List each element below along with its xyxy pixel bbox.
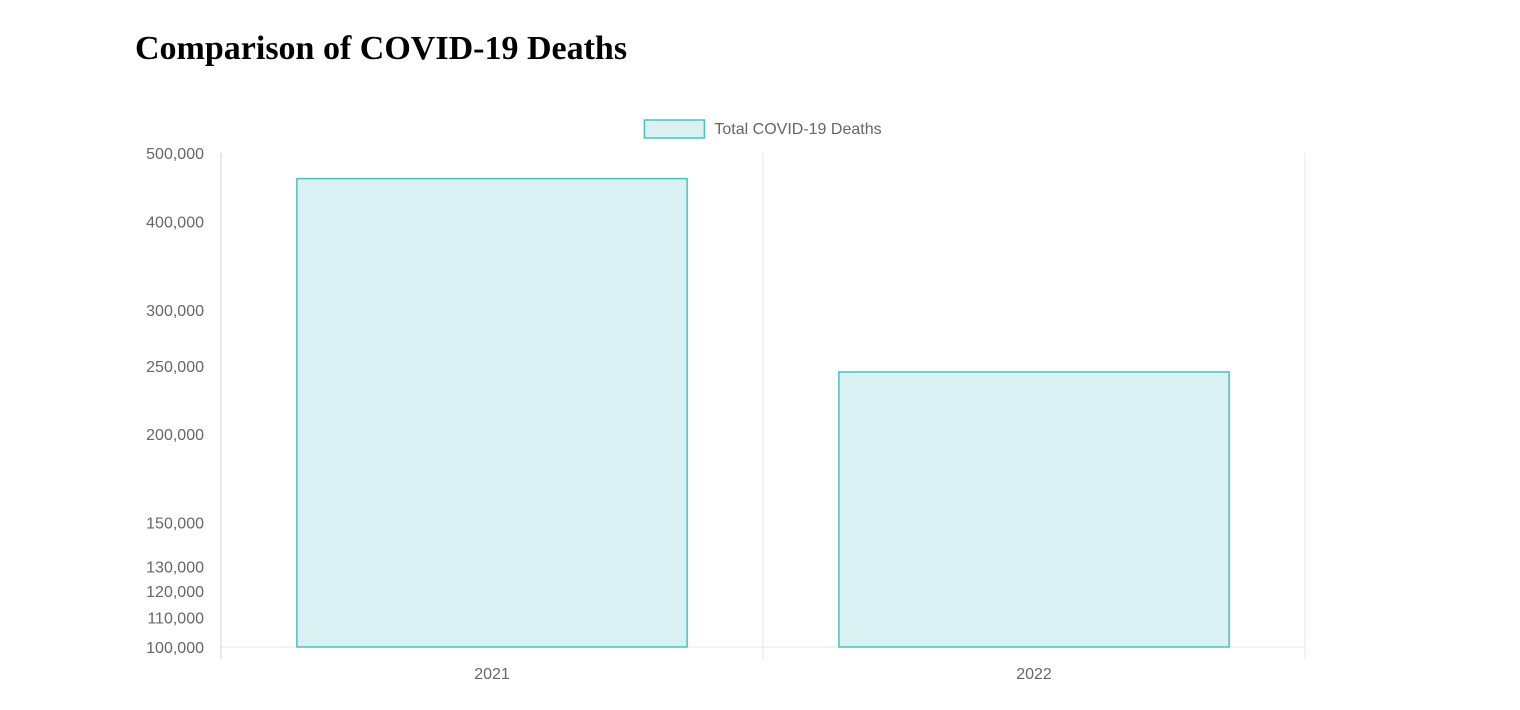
y-tick-label: 400,000 — [146, 214, 204, 231]
x-axis: 2021 2022 — [474, 666, 1052, 683]
legend-swatch — [643, 119, 706, 139]
y-tick-label: 150,000 — [146, 516, 204, 533]
y-tick-label: 130,000 — [146, 559, 204, 576]
y-axis: 100,000 110,000 120,000 130,000 150,000 200,0… — [146, 146, 204, 657]
y-tick-label: 110,000 — [147, 611, 204, 628]
y-tick-label: 200,000 — [146, 427, 204, 444]
y-tick-label: 300,000 — [146, 303, 204, 320]
y-tick-label: 100,000 — [146, 640, 204, 657]
bar-2021[interactable] — [296, 177, 688, 648]
x-tick-label: 2021 — [474, 666, 510, 683]
y-tick-label: 500,000 — [146, 146, 204, 163]
bar-2022[interactable] — [838, 371, 1230, 648]
legend[interactable]: Total COVID-19 Deaths — [643, 119, 882, 139]
y-tick-label: 250,000 — [146, 359, 204, 376]
bars — [296, 177, 1230, 648]
legend-label: Total COVID-19 Deaths — [714, 121, 881, 138]
page-title: Comparison of COVID-19 Deaths — [135, 30, 628, 67]
x-tick-label: 2022 — [1016, 666, 1052, 683]
y-tick-label: 120,000 — [146, 584, 204, 601]
